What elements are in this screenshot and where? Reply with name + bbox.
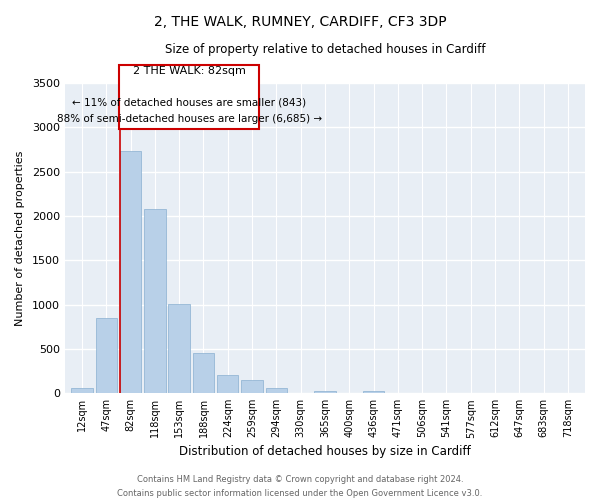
Text: 2 THE WALK: 82sqm: 2 THE WALK: 82sqm [133, 66, 245, 76]
Bar [144, 209, 166, 393]
Text: ← 11% of detached houses are smaller (843): ← 11% of detached houses are smaller (84… [72, 98, 306, 108]
Bar [241, 380, 263, 393]
Bar [193, 353, 214, 393]
X-axis label: Distribution of detached houses by size in Cardiff: Distribution of detached houses by size … [179, 444, 471, 458]
Text: Contains HM Land Registry data © Crown copyright and database right 2024.
Contai: Contains HM Land Registry data © Crown c… [118, 476, 482, 498]
Bar [314, 390, 335, 393]
Bar [120, 152, 141, 393]
Bar [71, 388, 92, 393]
Text: 2, THE WALK, RUMNEY, CARDIFF, CF3 3DP: 2, THE WALK, RUMNEY, CARDIFF, CF3 3DP [154, 15, 446, 29]
Bar [169, 304, 190, 393]
Bar [95, 318, 117, 393]
FancyBboxPatch shape [119, 66, 259, 129]
Text: 88% of semi-detached houses are larger (6,685) →: 88% of semi-detached houses are larger (… [56, 114, 322, 124]
Y-axis label: Number of detached properties: Number of detached properties [15, 150, 25, 326]
Bar [363, 392, 384, 393]
Bar [266, 388, 287, 393]
Bar [217, 374, 238, 393]
Title: Size of property relative to detached houses in Cardiff: Size of property relative to detached ho… [165, 42, 485, 56]
